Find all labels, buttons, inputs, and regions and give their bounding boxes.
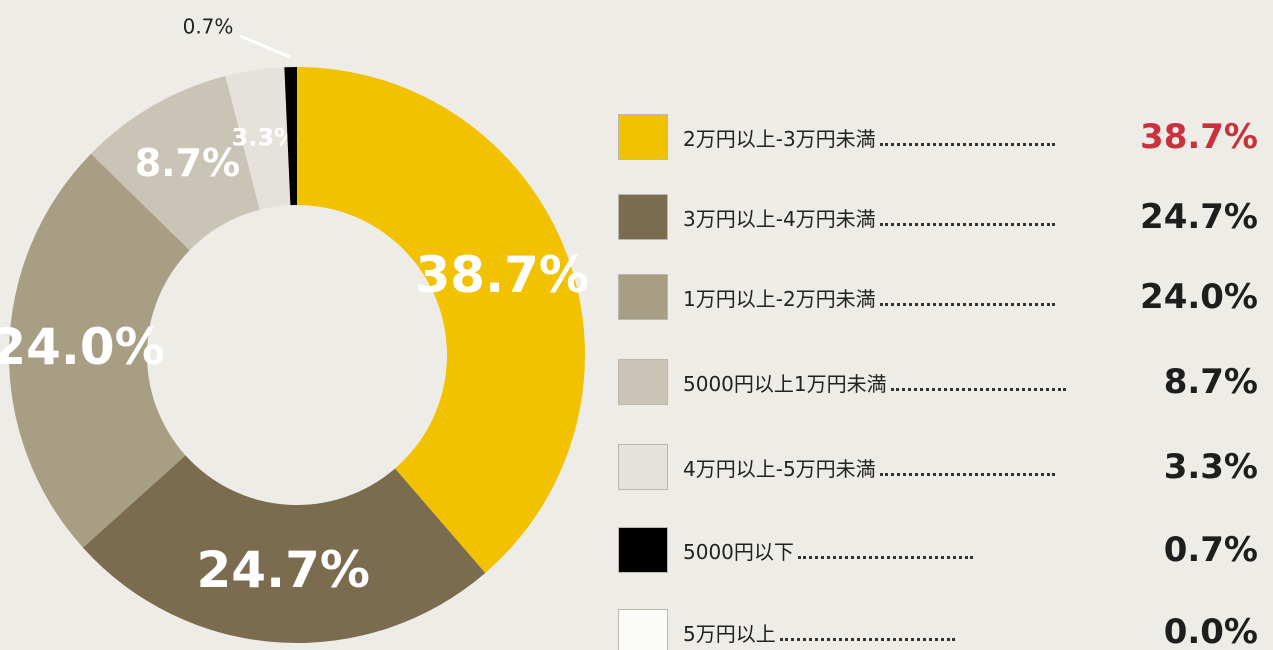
legend-value: 0.0%: [1163, 612, 1258, 650]
legend-label: 5000円以上1万円未満: [683, 371, 887, 396]
legend-item: 1万円以上-2万円未満 24.0%: [618, 272, 1258, 322]
legend-label: 5000円以下: [683, 539, 794, 564]
slice-label: 8.7%: [135, 141, 240, 185]
donut-slice: [82, 455, 486, 643]
slice-label: 38.7%: [416, 246, 589, 304]
legend-label: 2万円以上-3万円未満: [683, 126, 876, 151]
donut-slice: [90, 76, 260, 251]
legend-swatch: [618, 359, 668, 405]
donut-slice: [284, 67, 297, 206]
slice-label: 0.7%: [183, 15, 234, 39]
leader-dots: [879, 209, 1055, 226]
leader-dots: [879, 459, 1055, 476]
slice-label: 3.3%: [232, 123, 299, 151]
legend-item: 5000円以下 0.7%: [618, 525, 1258, 575]
leader-dots: [879, 289, 1055, 306]
legend-swatch: [618, 274, 668, 320]
legend-swatch: [618, 194, 668, 240]
legend-item: 3万円以上-4万円未満 24.7%: [618, 192, 1258, 242]
legend-label: 4万円以上-5万円未満: [683, 456, 876, 481]
legend-value: 3.3%: [1163, 447, 1258, 487]
legend-value: 0.7%: [1163, 530, 1258, 570]
donut-slice: [9, 153, 190, 548]
leader-line: [239, 34, 292, 59]
legend-value: 38.7%: [1140, 117, 1258, 157]
slice-label: 24.7%: [197, 541, 370, 599]
legend-item: 2万円以上-3万円未満 38.7%: [618, 112, 1258, 162]
leader-dots: [879, 129, 1055, 146]
legend-item: 5000円以上1万円未満 8.7%: [618, 357, 1258, 407]
legend-value: 8.7%: [1163, 362, 1258, 402]
legend-item: 5万円以上 0.0%: [618, 607, 1258, 650]
donut-slice: [225, 67, 291, 210]
leader-dots: [890, 374, 1066, 391]
legend-label: 1万円以上-2万円未満: [683, 286, 876, 311]
legend-swatch: [618, 527, 668, 573]
legend-label: 5万円以上: [683, 621, 776, 646]
legend-item: 4万円以上-5万円未満 3.3%: [618, 442, 1258, 492]
donut-slice: [297, 67, 585, 573]
legend-swatch: [618, 609, 668, 650]
legend-swatch: [618, 444, 668, 490]
slice-label: 24.0%: [0, 318, 165, 376]
legend-swatch: [618, 114, 668, 160]
leader-dots: [797, 542, 973, 559]
legend-label: 3万円以上-4万円未満: [683, 206, 876, 231]
leader-dots: [779, 624, 955, 641]
donut-chart: 38.7% 24.7% 24.0% 8.7%3.3% 0.7%: [0, 15, 589, 643]
legend-value: 24.0%: [1140, 277, 1258, 317]
legend-value: 24.7%: [1140, 197, 1258, 237]
